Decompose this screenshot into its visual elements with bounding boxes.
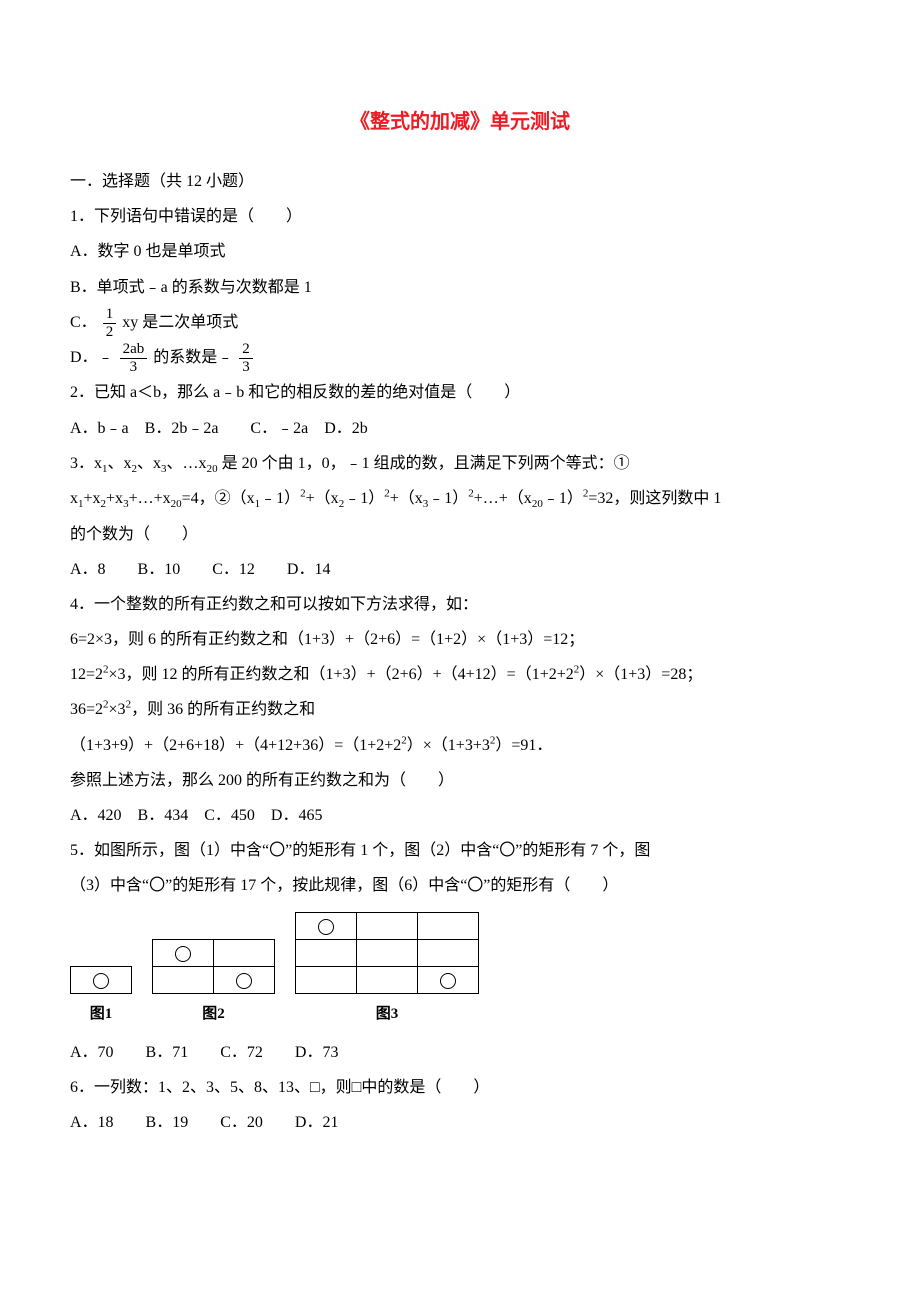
q4-l1: 6=2×3，则 6 的所有正约数之和（1+3）+（2+6）=（1+2）×（1+3… <box>70 622 850 657</box>
numerator: 2 <box>239 341 253 359</box>
t: ﹣1） <box>543 490 583 507</box>
q5-l1: 5．如图所示，图（1）中含“〇”的矩形有 1 个，图（2）中含“〇”的矩形有 7… <box>70 833 850 868</box>
section-heading: 一．选择题（共 12 小题） <box>70 164 850 199</box>
q4-options: A．420 B．434 C．450 D．465 <box>70 798 850 833</box>
q1-opt-c: C． 1 2 xy 是二次单项式 <box>70 305 850 340</box>
t: +…+（x <box>474 490 532 507</box>
q3-line2: x1+x2+x3+…+x20=4，②（x1﹣1）2+（x2﹣1）2+（x3﹣1）… <box>70 481 850 516</box>
circle-icon <box>93 973 109 989</box>
t: ）=91． <box>495 737 552 754</box>
numerator: 2ab <box>120 341 148 359</box>
t: 12=2 <box>70 666 103 683</box>
denominator: 3 <box>239 359 253 376</box>
text: 的系数是﹣ <box>153 349 233 366</box>
t: （1+3+9）+（2+6+18）+（4+12+36）=（1+2+2 <box>70 737 401 754</box>
sub: 20 <box>171 498 182 510</box>
q5-figures: 图1 图2 图3 <box>70 912 850 1031</box>
t: ）×（1+3+3 <box>407 737 490 754</box>
denominator: 3 <box>120 359 148 376</box>
q1-stem: 1．下列语句中错误的是（ ） <box>70 199 850 234</box>
text: xy 是二次单项式 <box>122 314 238 331</box>
t: +x <box>84 490 101 507</box>
t: +（x <box>390 490 423 507</box>
t: 3．x <box>70 455 102 472</box>
q1-opt-b: B．单项式﹣a 的系数与次数都是 1 <box>70 270 850 305</box>
circle-icon <box>318 919 334 935</box>
circle-icon <box>175 946 191 962</box>
t: =4，②（x <box>182 490 255 507</box>
t: 36=2 <box>70 701 103 718</box>
t: ×3 <box>109 701 126 718</box>
fig-label: 图3 <box>295 998 479 1031</box>
q6-options: A．18 B．19 C．20 D．21 <box>70 1105 850 1140</box>
grid-1 <box>70 966 132 994</box>
fig-label: 图2 <box>152 998 275 1031</box>
t: +…+x <box>129 490 171 507</box>
fraction: 1 2 <box>103 306 117 340</box>
denominator: 2 <box>103 324 117 341</box>
page: 《整式的加减》单元测试 一．选择题（共 12 小题） 1．下列语句中错误的是（ … <box>0 0 920 1180</box>
figure-3: 图3 <box>295 912 479 1031</box>
t: ）×（1+3）=28； <box>579 666 702 683</box>
sub: 20 <box>532 498 543 510</box>
circle-icon <box>440 973 456 989</box>
t: +x <box>106 490 123 507</box>
q3-line1: 3．x1、x2、x3、…x20 是 20 个由 1，0，﹣1 组成的数，且满足下… <box>70 446 850 481</box>
q4-stem: 4．一个整数的所有正约数之和可以按如下方法求得，如： <box>70 587 850 622</box>
fraction: 2ab 3 <box>120 341 148 375</box>
q3-line3: 的个数为（ ） <box>70 517 850 552</box>
q5-options: A．70 B．71 C．72 D．73 <box>70 1035 850 1070</box>
t: 是 20 个由 1，0，﹣1 组成的数，且满足下列两个等式：① <box>218 455 630 472</box>
figure-2: 图2 <box>152 939 275 1031</box>
q2-stem: 2．已知 a＜b，那么 a﹣b 和它的相反数的差的绝对值是（ ） <box>70 375 850 410</box>
fraction: 2 3 <box>239 341 253 375</box>
q4-l3: 36=22×32，则 36 的所有正约数之和 <box>70 692 850 727</box>
t: ﹣1） <box>428 490 468 507</box>
fig-label: 图1 <box>70 998 132 1031</box>
q4-l5: 参照上述方法，那么 200 的所有正约数之和为（ ） <box>70 763 850 798</box>
t: ，则 36 的所有正约数之和 <box>131 701 315 718</box>
t: =32，则这列数中 1 <box>588 490 721 507</box>
q2-options: A．b﹣a B．2b﹣2a C．﹣2a D．2b <box>70 411 850 446</box>
circle-icon <box>236 973 252 989</box>
t: ×3，则 12 的所有正约数之和（1+3）+（2+6）+（4+12）=（1+2+… <box>109 666 574 683</box>
text: C． <box>70 314 97 331</box>
t: ﹣1） <box>260 490 300 507</box>
q6-stem: 6．一列数：1、2、3、5、8、13、□，则□中的数是（ ） <box>70 1070 850 1105</box>
t: 、x <box>108 455 132 472</box>
sub: 20 <box>207 463 218 475</box>
grid-3 <box>295 912 479 994</box>
q1-opt-d: D．﹣ 2ab 3 的系数是﹣ 2 3 <box>70 340 850 375</box>
q4-l4: （1+3+9）+（2+6+18）+（4+12+36）=（1+2+22）×（1+3… <box>70 728 850 763</box>
grid-2 <box>152 939 275 994</box>
t: 、…x <box>167 455 207 472</box>
q1-opt-a: A．数字 0 也是单项式 <box>70 234 850 269</box>
text: D．﹣ <box>70 349 114 366</box>
q5-l2: （3）中含“〇”的矩形有 17 个，按此规律，图（6）中含“〇”的矩形有（ ） <box>70 868 850 903</box>
doc-title: 《整式的加减》单元测试 <box>70 100 850 144</box>
t: x <box>70 490 78 507</box>
t: +（x <box>306 490 339 507</box>
q3-options: A．8 B．10 C．12 D．14 <box>70 552 850 587</box>
t: ﹣1） <box>344 490 384 507</box>
figure-1: 图1 <box>70 966 132 1031</box>
numerator: 1 <box>103 306 117 324</box>
t: 、x <box>137 455 161 472</box>
q4-l2: 12=22×3，则 12 的所有正约数之和（1+3）+（2+6）+（4+12）=… <box>70 657 850 692</box>
